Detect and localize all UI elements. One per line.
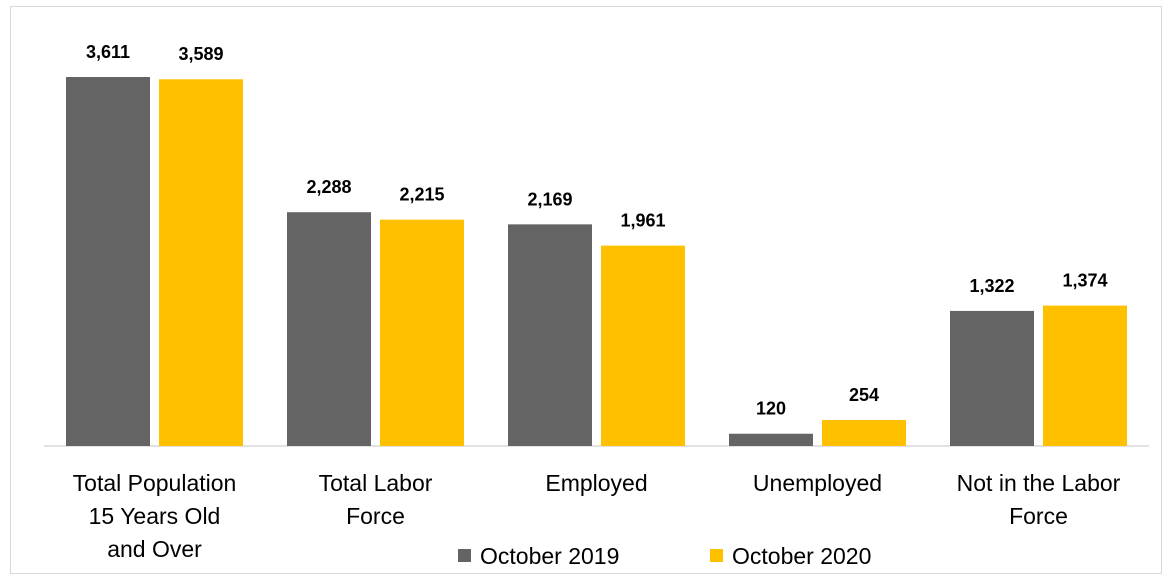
category-label: 15 Years Old [89, 503, 221, 529]
category-label: and Over [107, 536, 202, 562]
bar-oct2020-1 [380, 219, 464, 446]
legend-label: October 2020 [732, 543, 871, 569]
bar-oct2020-3 [822, 420, 906, 446]
category-label: Employed [545, 470, 647, 496]
legend-swatch [710, 549, 723, 562]
bars-layer [66, 77, 1127, 446]
data-label: 3,611 [86, 42, 130, 62]
category-labels-layer: Total Population 15 Years Old and Over Tota… [73, 470, 1121, 562]
data-label: 2,288 [306, 177, 351, 197]
bar-oct2020-4 [1043, 305, 1127, 446]
bar-oct2019-2 [508, 224, 592, 446]
data-label: 1,961 [620, 211, 665, 231]
bar-oct2019-1 [287, 212, 371, 446]
data-label: 2,215 [399, 185, 444, 205]
legend: October 2019 October 2020 [458, 543, 871, 569]
value-labels-layer: 3,611 3,589 2,288 2,215 2,169 1,961 120 254 1,32… [86, 42, 1108, 419]
data-label: 2,169 [527, 189, 572, 209]
data-label: 3,589 [178, 44, 223, 64]
bar-oct2020-2 [601, 245, 685, 446]
data-label: 120 [756, 399, 786, 419]
legend-label: October 2019 [480, 543, 619, 569]
data-label: 1,374 [1062, 271, 1107, 291]
category-label: Not in the Labor [957, 470, 1121, 496]
data-label: 1,322 [969, 276, 1014, 296]
legend-swatch [458, 549, 471, 562]
category-label: Unemployed [753, 470, 882, 496]
data-label: 254 [849, 385, 879, 405]
bar-oct2019-3 [729, 433, 813, 446]
chart-frame [10, 6, 1162, 574]
bar-oct2019-4 [950, 310, 1034, 446]
category-label: Total Labor [319, 470, 433, 496]
category-label: Force [1009, 503, 1068, 529]
category-label: Total Population [73, 470, 237, 496]
bar-oct2020-0 [159, 79, 243, 446]
category-label: Force [346, 503, 405, 529]
bar-oct2019-0 [66, 77, 150, 446]
